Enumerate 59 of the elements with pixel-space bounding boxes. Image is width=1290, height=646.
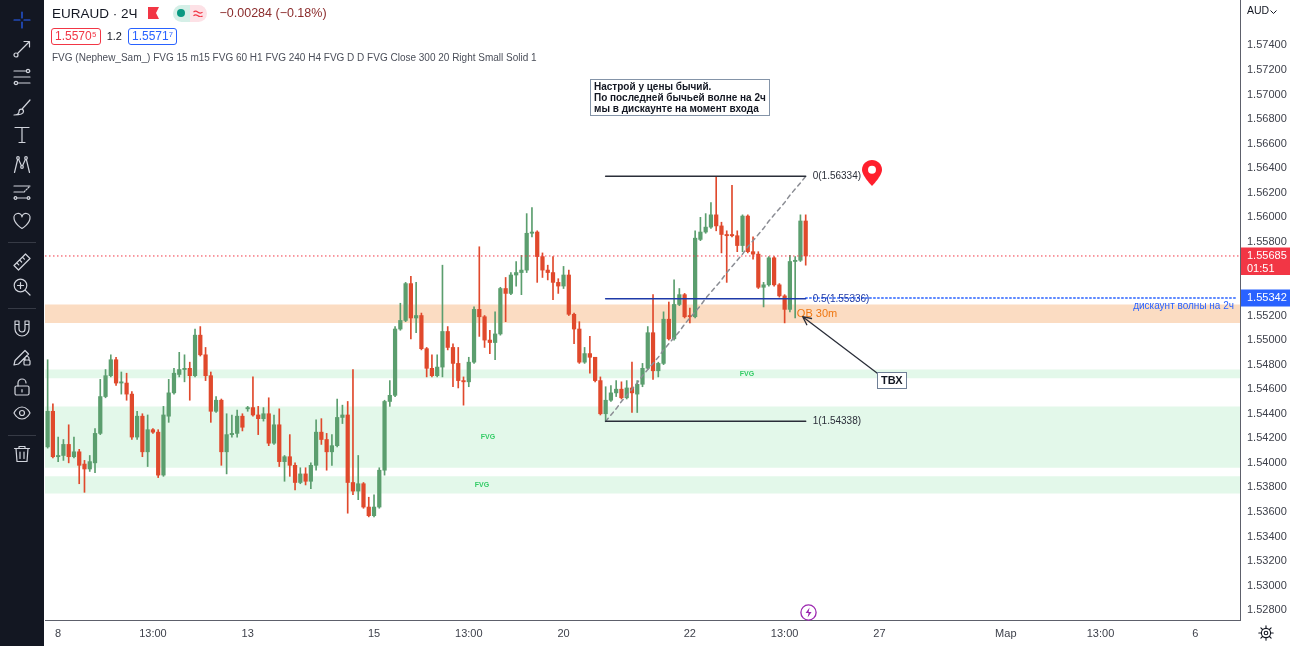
y-tick-label: 1.53800 [1247, 480, 1287, 493]
chart-title: EURAUD · 2Ч [52, 5, 138, 21]
annotation: Настрой у цены бычий. По последней бычьей волне на 2ч мы в дискаунте на момент входа [590, 79, 770, 116]
candlestick [487, 329, 492, 354]
series-label: 0.5(1.55336) [812, 292, 870, 304]
candlestick [550, 256, 556, 300]
x-tick-label: 20 [557, 626, 570, 639]
annotation: ТВХ [877, 372, 907, 389]
y-tick-label: 1.54600 [1247, 382, 1287, 395]
y-tick-label: 1.56400 [1247, 161, 1287, 174]
series-label: 0(1.56334) [812, 170, 862, 182]
ref-line-label: 1.55685 [1247, 249, 1287, 262]
x-tick-label: 13:00 [1086, 626, 1115, 639]
x-tick-label: 27 [873, 626, 886, 639]
x-tick-label: 6 [1192, 626, 1199, 639]
y-tick-label: 1.54400 [1247, 406, 1287, 419]
x-tick-label: 13:00 [770, 626, 799, 639]
y-tick-label: 1.53400 [1247, 529, 1287, 542]
y-tick-label: 1.55000 [1247, 333, 1287, 346]
candlestick [187, 361, 192, 401]
data-label: 1.55342 [1247, 291, 1287, 304]
y-tick-label: 1.55800 [1247, 234, 1287, 247]
annotation: FVG (Nephew_Sam_) FVG 15 m15 FVG 60 H1 FVG 240 H4 FVG D D FVG Close 300 20 Right Small Solid 1 [52, 52, 537, 63]
y-tick-label: 1.56600 [1247, 136, 1287, 149]
x-tick-label: Мар [994, 626, 1017, 639]
x-tick-label: 8 [55, 626, 62, 639]
candlestick [356, 455, 361, 501]
candlestick [350, 369, 356, 496]
candlestick [250, 376, 256, 417]
y-tick-label: 1.54200 [1247, 431, 1287, 444]
y-axis-title: AUD [1247, 4, 1270, 16]
y-tick-label: 1.55200 [1247, 308, 1287, 321]
y-tick-label: 1.53600 [1247, 504, 1287, 517]
x-tick-label: 15 [367, 626, 381, 639]
series-label: дискаунт волны на 2ч [1133, 299, 1234, 311]
y-tick-label: 1.53000 [1247, 578, 1287, 591]
annotation: 1.5571⁷ [127, 27, 178, 45]
y-tick-label: 1.56200 [1247, 185, 1287, 198]
y-tick-label: 1.57000 [1247, 87, 1287, 100]
y-tick-label: 1.52800 [1247, 603, 1287, 616]
y-tick-label: 1.57200 [1247, 63, 1287, 76]
y-tick-label: 1.56000 [1247, 210, 1287, 223]
y-tick-label: 1.56800 [1247, 112, 1287, 125]
band-label: OB 30m [796, 306, 838, 319]
annotation: 1.5570⁵ [51, 27, 101, 45]
x-tick-label: 13:00 [455, 626, 483, 639]
y-tick-label: 1.54800 [1247, 357, 1287, 370]
text: 01:51 [1247, 261, 1275, 274]
y-tick-label: 1.54000 [1247, 455, 1287, 468]
x-tick-label: 22 [683, 626, 696, 639]
y-tick-label: 1.53200 [1247, 554, 1287, 567]
annotation: 1.2 [106, 30, 122, 42]
y-tick-label: 1.57400 [1247, 38, 1287, 51]
series-label: 1(1.54338) [812, 415, 862, 427]
candlestick [414, 282, 419, 334]
text: −0.00284 (−0.18%) [219, 6, 327, 20]
x-tick-label: 13:00 [139, 626, 167, 639]
candlestick [492, 311, 498, 361]
x-tick-label: 13 [241, 626, 254, 639]
